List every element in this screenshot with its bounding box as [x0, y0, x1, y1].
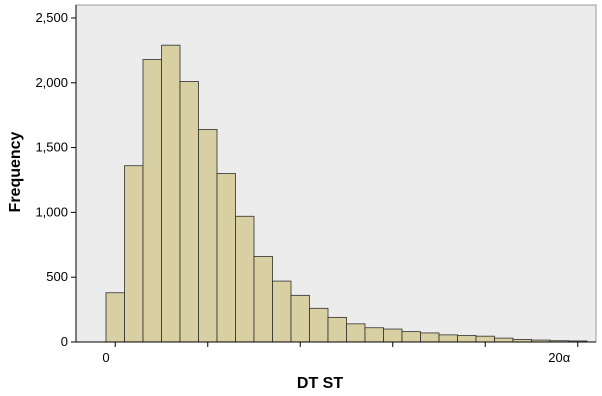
histogram-bar: [438, 334, 458, 343]
histogram-bar: [309, 307, 329, 343]
histogram-bar: [494, 337, 514, 343]
histogram-bar: [198, 129, 218, 343]
histogram-bar: [420, 332, 440, 343]
histogram-bar: [401, 331, 421, 343]
y-tick-group: 0 500 1,000 1,500 2,000 2,500: [35, 10, 76, 349]
histogram-bar: [253, 256, 273, 343]
histogram-bar: [272, 280, 292, 343]
x-axis-title: DT ST: [297, 375, 343, 392]
y-tick-label: 1,000: [35, 204, 68, 219]
y-axis-title: Frequency: [7, 131, 24, 212]
histogram-bar: [364, 327, 384, 343]
histogram-bar: [235, 215, 255, 343]
y-tick-label: 2,000: [35, 75, 68, 90]
histogram-bar: [142, 59, 162, 343]
x-tick-label: 0: [102, 350, 109, 365]
histogram-bar: [216, 173, 236, 343]
x-tick-label: 20α: [548, 350, 570, 365]
histogram-bar: [475, 335, 495, 343]
histogram-bar: [161, 44, 181, 343]
histogram-bar: [179, 81, 199, 343]
histogram-bar: [457, 335, 477, 343]
y-tick-label: 0: [61, 334, 68, 349]
y-tick-label: 2,500: [35, 10, 68, 25]
histogram-bar: [346, 323, 366, 343]
y-tick-label: 1,500: [35, 140, 68, 155]
histogram-bar: [383, 328, 403, 343]
histogram-bar: [124, 165, 144, 343]
x-tick-group: 0 20α: [102, 342, 579, 365]
histogram-bar: [290, 294, 310, 343]
histogram-bar: [327, 316, 347, 343]
histogram-bar: [105, 292, 125, 343]
bar-group: [105, 44, 588, 343]
y-tick-label: 500: [46, 269, 68, 284]
